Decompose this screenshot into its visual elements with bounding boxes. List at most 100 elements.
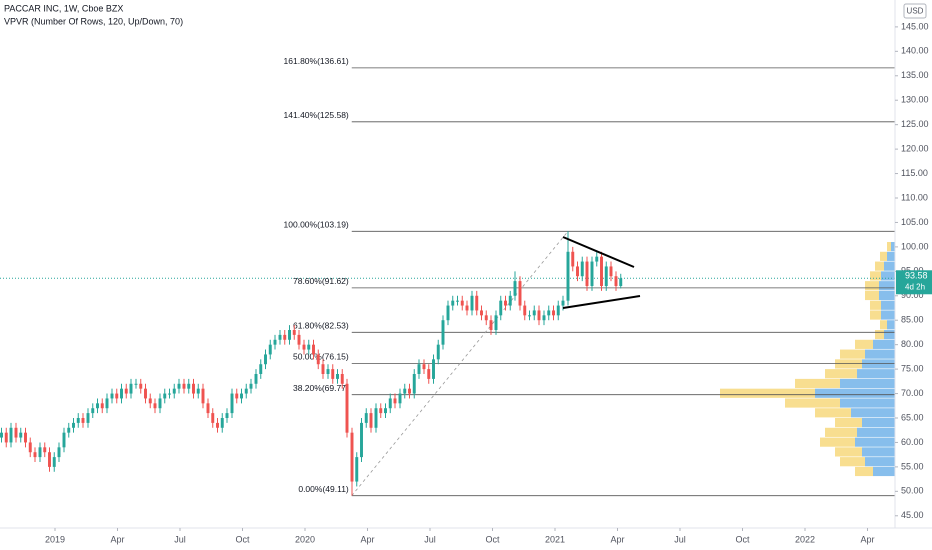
y-tick-label: 120.00 (901, 143, 929, 153)
y-tick-label: 50.00 (901, 486, 924, 496)
y-tick-label: 145.00 (901, 21, 929, 31)
candle-body (235, 393, 239, 399)
y-tick-label: 70.00 (901, 388, 924, 398)
plot-area: 161.80%(136.61) 141.40%(125.58) 100.00%(10… (0, 56, 895, 497)
volume-up (873, 466, 895, 477)
candle-body (9, 427, 13, 443)
candle-body (144, 388, 147, 399)
candle-body (451, 300, 455, 306)
candle-body (283, 334, 287, 340)
candle-body (436, 344, 440, 360)
x-tick-label: Apr (610, 534, 624, 544)
x-tick-label: 2020 (295, 534, 315, 544)
candle-body (456, 300, 459, 302)
volume-up (884, 330, 895, 340)
volume-up (865, 457, 895, 467)
candle-body (494, 315, 498, 330)
candle-body (321, 364, 325, 374)
candle-body (340, 374, 344, 384)
candle-body (120, 388, 123, 399)
x-tick-label: Jul (424, 534, 436, 544)
volume-down (875, 330, 884, 340)
candle-body (91, 408, 95, 414)
x-tick-label: 2022 (795, 534, 815, 544)
volume-down (880, 320, 887, 330)
candle-body (604, 266, 608, 286)
volume-up (887, 320, 895, 330)
volume-up (881, 310, 895, 320)
candle-body (504, 300, 507, 306)
volume-up (865, 349, 895, 359)
y-tick-label: 125.00 (901, 119, 929, 129)
volume-down (820, 437, 855, 447)
candle-body (336, 374, 339, 379)
candle-body (432, 359, 435, 379)
candle-body (72, 422, 75, 428)
currency-button[interactable] (903, 3, 927, 19)
x-tick-label: Apr (860, 534, 874, 544)
candle-body (312, 344, 315, 355)
candle-body (580, 261, 584, 277)
x-tick-label: Oct (485, 534, 500, 544)
volume-down (870, 271, 881, 281)
y-tick-label: 45.00 (901, 510, 924, 520)
candle-body (302, 344, 306, 350)
x-tick-label: Jul (674, 534, 686, 544)
candle-body (360, 422, 363, 458)
candle-body (67, 427, 71, 433)
candle-body (96, 403, 99, 409)
y-tick-label: 115.00 (901, 168, 928, 178)
candle-body (412, 374, 416, 394)
y-tick-label: 130.00 (901, 95, 929, 105)
fib-label: 0.00%(49.11) (298, 484, 349, 494)
candle-body (460, 300, 464, 306)
volume-down (880, 251, 887, 261)
candle-body (316, 354, 320, 365)
fib-label: 38.20%(69.77) (293, 383, 349, 393)
y-tick-label: 60.00 (901, 437, 924, 447)
volume-down (720, 388, 815, 398)
currency-label[interactable]: USD (907, 7, 924, 16)
candle-body (220, 418, 224, 428)
fib-label: 161.80%(136.61) (284, 56, 349, 66)
volume-up (884, 261, 895, 271)
volume-up (891, 242, 895, 252)
candle-body (43, 447, 47, 453)
candle-body (307, 344, 311, 350)
y-tick-label: 105.00 (901, 217, 929, 227)
candle-body (388, 398, 392, 409)
volume-down (840, 349, 865, 359)
candle-body (264, 354, 267, 365)
candle-body (249, 383, 253, 389)
volume-down (785, 398, 840, 408)
y-tick-label: 100.00 (901, 241, 929, 251)
candle-body (33, 452, 37, 458)
fib-label: 141.40%(125.58) (284, 110, 349, 120)
candle-body (331, 369, 335, 379)
candle-body (499, 300, 503, 316)
candle-body (196, 388, 200, 394)
volume-down (840, 457, 865, 467)
candle-body (465, 305, 469, 311)
candle-body (547, 310, 551, 316)
candle-body (508, 295, 512, 306)
candle-body (398, 393, 402, 404)
volume-down (815, 408, 851, 418)
candle-body (129, 383, 133, 394)
volume-down (835, 447, 862, 457)
volume-up (855, 437, 895, 447)
candle-body (422, 364, 426, 370)
x-tick-label: Apr (360, 534, 374, 544)
candle-body (14, 427, 18, 438)
volume-up (881, 300, 895, 310)
candle-body (364, 413, 368, 423)
x-tick-label: Oct (235, 534, 250, 544)
y-tick-label: 65.00 (901, 412, 924, 422)
fib-label: 100.00%(103.19) (284, 220, 349, 230)
candle-body (76, 418, 80, 423)
candle-body (288, 330, 291, 340)
candle-body (614, 276, 618, 286)
candle-body (571, 251, 575, 267)
candle-body (187, 383, 191, 389)
